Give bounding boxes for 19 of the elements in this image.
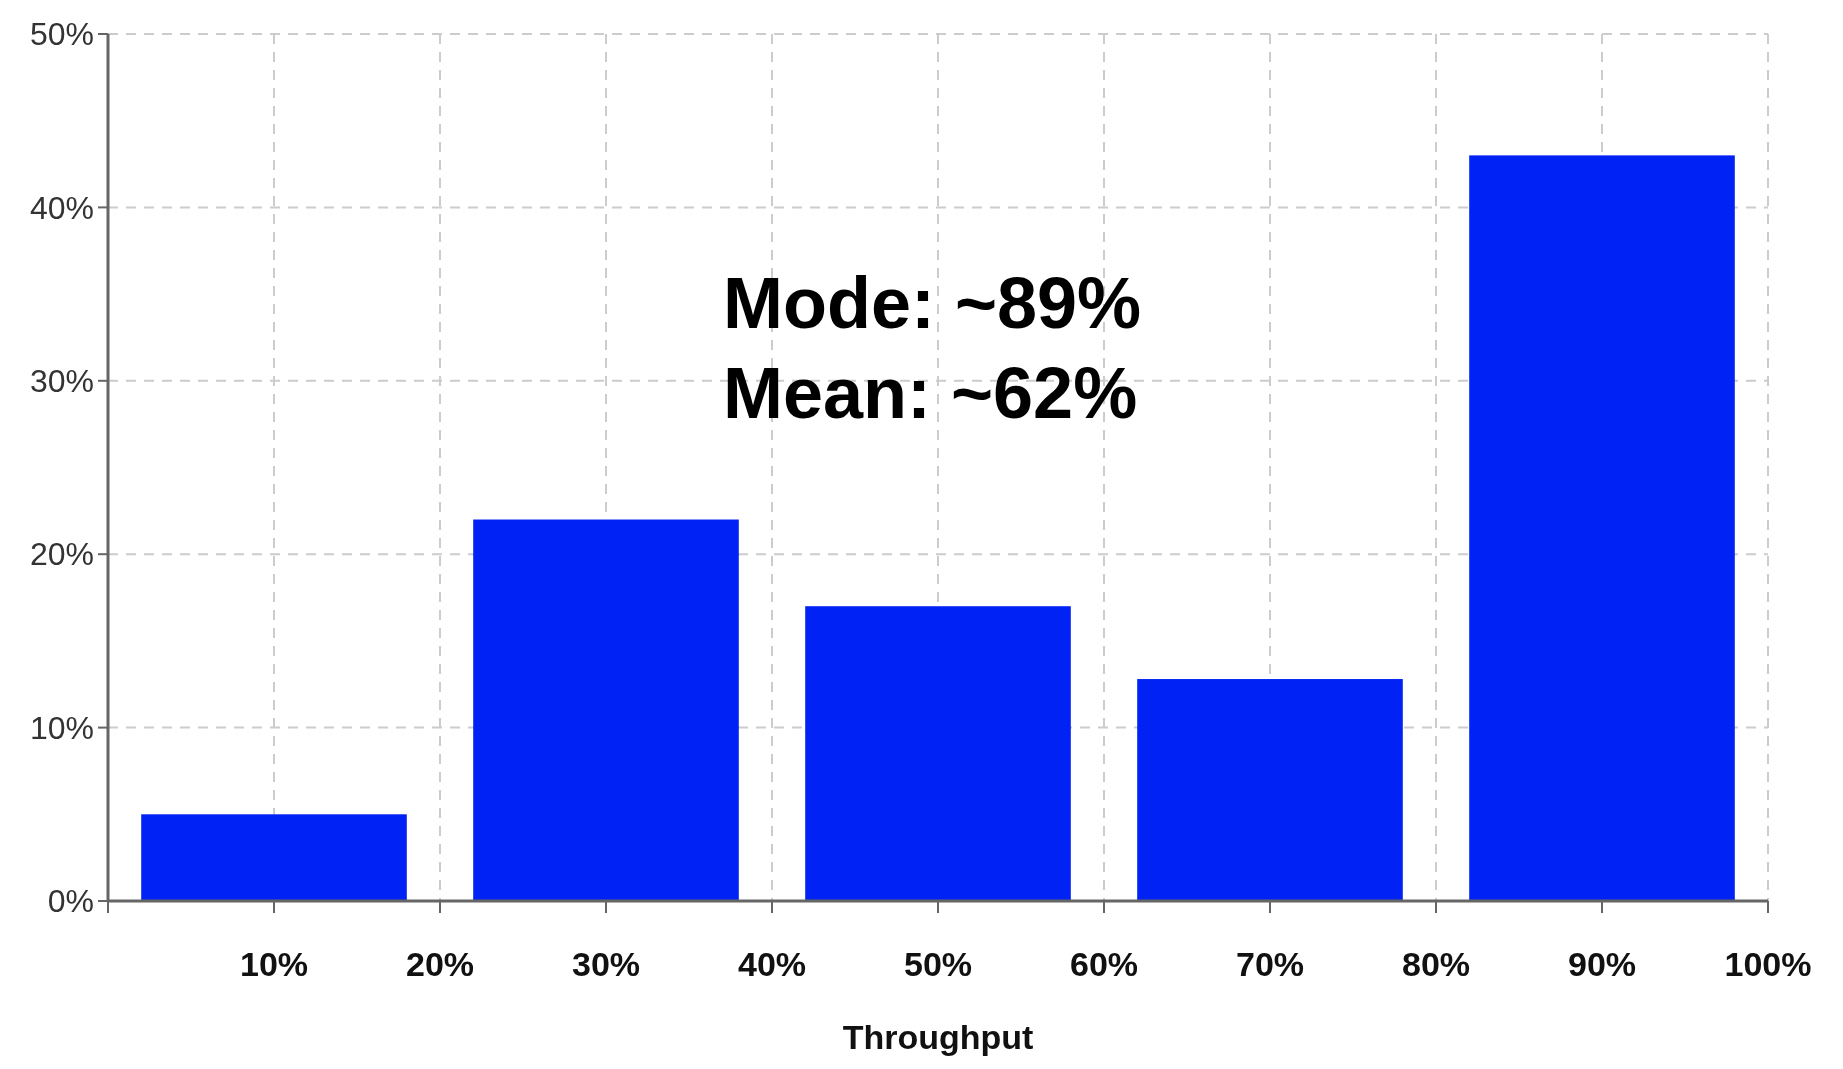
x-tick-label: 90% xyxy=(1567,945,1637,983)
x-tick-label: 70% xyxy=(1235,945,1305,983)
x-axis-title: Throughput xyxy=(842,1018,1034,1056)
x-tick-label: 40% xyxy=(737,945,807,983)
x-tick-label: 20% xyxy=(405,945,475,983)
x-tick-label: 50% xyxy=(903,945,973,983)
y-tick-label: 40% xyxy=(29,189,94,226)
y-tick-label: 20% xyxy=(29,536,94,573)
y-tick-label: 0% xyxy=(47,883,94,920)
y-tick-label: 10% xyxy=(29,709,94,746)
y-tick-label: 50% xyxy=(29,16,94,53)
x-tick-label: 30% xyxy=(571,945,641,983)
annotation: Mean: ~62% xyxy=(723,353,1138,433)
annotation: Mode: ~89% xyxy=(723,263,1142,343)
x-tick-label: 100% xyxy=(1724,945,1812,983)
x-tick-label: 60% xyxy=(1069,945,1139,983)
y-tick-label: 30% xyxy=(29,363,94,399)
x-tick-label: 10% xyxy=(239,945,309,983)
x-tick-label: 80% xyxy=(1401,945,1471,983)
